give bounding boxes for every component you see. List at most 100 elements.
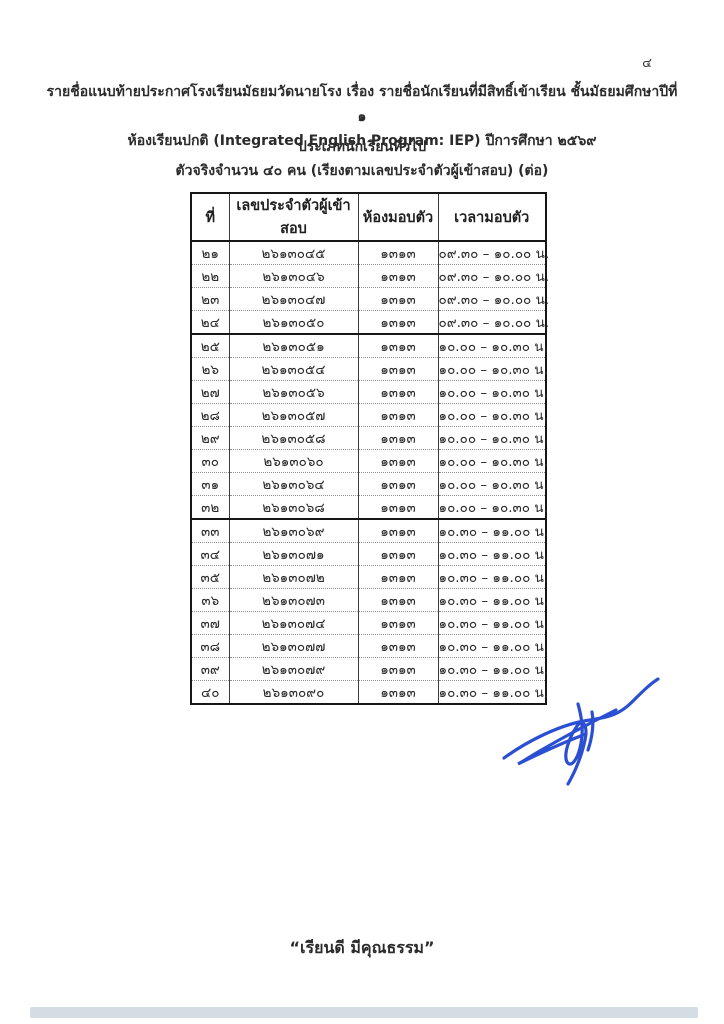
table-row: ๓๕ ๒๖๑๓๐๗๒ ๑๓๑๓ ๑๐.๓๐ – ๑๑.๐๐ น. [191,565,548,589]
table-row: ๓๓ ๒๖๑๓๐๖๙ ๑๓๑๓ ๑๐.๓๐ – ๑๑.๐๐ น. [191,518,548,543]
time-cell: ๑๐.๓๐ – ๑๑.๐๐ น. [437,542,548,566]
candidate-id-cell: ๒๖๑๓๐๕๗ [228,403,358,427]
table-row: ๒๑ ๒๖๑๓๐๔๕ ๑๓๑๓ ๐๙.๓๐ – ๑๐.๐๐ น. [191,241,549,265]
table-row: ๔๐ ๒๖๑๓๐๙๐ ๑๓๑๓ ๑๐.๓๐ – ๑๑.๐๐ น. [191,680,548,704]
time-cell: ๐๙.๓๐ – ๑๐.๐๐ น. [437,264,549,288]
room-cell: ๑๓๑๓ [357,403,438,427]
header-candidate-id: เลขประจำตัวผู้เข้าสอบ [228,193,358,242]
row-number-cell: ๓๒ [191,495,229,519]
table-row: ๓๔ ๒๖๑๓๐๗๑ ๑๓๑๓ ๑๐.๓๐ – ๑๑.๐๐ น. [191,542,548,566]
candidate-id-cell: ๒๖๑๓๐๔๗ [228,287,358,311]
table-row: ๓๘ ๒๖๑๓๐๗๗ ๑๓๑๓ ๑๐.๓๐ – ๑๑.๐๐ น. [191,634,548,658]
row-number-cell: ๒๗ [191,380,229,404]
candidate-id-cell: ๒๖๑๓๐๕๔ [228,357,358,381]
header-row-number: ที่ [191,193,229,242]
room-cell: ๑๓๑๓ [357,611,438,635]
candidate-id-cell: ๒๖๑๓๐๕๘ [228,426,358,450]
report-table-head: ที่ เลขประจำตัวผู้เข้าสอบ ห้องมอบตัว เวล… [191,193,546,242]
time-cell: ๑๐.๓๐ – ๑๑.๐๐ น. [437,657,548,681]
time-cell: ๑๐.๓๐ – ๑๑.๐๐ น. [437,588,548,612]
row-number-cell: ๓๖ [191,588,229,612]
candidate-id-cell: ๒๖๑๓๐๖๙ [228,518,358,543]
header-report-room: ห้องมอบตัว [357,193,438,242]
table-row: ๓๖ ๒๖๑๓๐๗๓ ๑๓๑๓ ๑๐.๓๐ – ๑๑.๐๐ น. [191,588,548,612]
row-number-cell: ๓๗ [191,611,229,635]
row-number-cell: ๒๑ [201,246,219,262]
school-motto: “เรียนดี มีคุณธรรม” [289,938,435,957]
table-row: ๓๙ ๒๖๑๓๐๗๙ ๑๓๑๓ ๑๐.๓๐ – ๑๑.๐๐ น. [191,657,548,681]
time-cell: ๑๐.๓๐ – ๑๑.๐๐ น. [437,565,548,589]
candidate-id-cell: ๒๖๑๓๐๙๐ [228,680,358,704]
row-number-cell: ๒๓ [191,287,229,311]
time-cell: ๑๐.๓๐ – ๑๑.๐๐ น. [437,611,548,635]
room-cell: ๑๓๑๓ [357,357,438,381]
time-cell: ๑๐.๐๐ – ๑๐.๓๐ น. [437,426,548,450]
room-cell: ๑๓๑๓ [357,495,438,519]
room-cell: ๑๓๑๓ [357,634,438,658]
row-number-cell: ๓๐ [191,449,229,473]
room-cell: ๑๓๑๓ [357,449,438,473]
candidate-id-cell: ๒๖๑๓๐๔๖ [228,264,358,288]
room-cell: ๑๓๑๓ [357,333,438,358]
time-cell: ๑๐.๐๐ – ๑๐.๓๐ น. [437,449,548,473]
title-line-2: ห้องเรียนปกติ (Integrated English Progra… [127,133,597,149]
candidate-id-cell: ๒๖๑๓๐๕๑ [228,333,358,358]
room-cell: ๑๓๑๓ [357,565,438,589]
document-title-block: รายชื่อแนบท้ายประกาศโรงเรียนมัธยมวัดนายโ… [40,80,684,154]
room-cell: ๑๓๑๓ [357,588,438,612]
time-cell: ๑๐.๐๐ – ๑๐.๓๐ น. [437,357,548,381]
report-table: ที่ เลขประจำตัวผู้เข้าสอบ ห้องมอบตัว เวล… [190,192,549,705]
candidate-id-cell: ๒๖๑๓๐๔๕ [228,241,358,265]
room-cell: ๑๓๑๓ [357,657,438,681]
row-number-cell: ๓๑ [191,472,229,496]
room-cell: ๑๓๑๓ [357,310,438,334]
student-category-line: ประเภทนักเรียนทั่วไป [297,139,427,155]
table-row: ๒๒ ๒๖๑๓๐๔๖ ๑๓๑๓ ๐๙.๓๐ – ๑๐.๐๐ น. [191,264,549,288]
row-number-cell: ๓๙ [191,657,229,681]
candidate-id-cell: ๒๖๑๓๐๕๖ [228,380,358,404]
header-report-time: เวลามอบตัว [437,193,546,242]
row-number-cell: ๓๔ [191,542,229,566]
row-number-cell: ๒๘ [191,403,229,427]
time-cell: ๑๐.๓๐ – ๑๑.๐๐ น. [437,634,548,658]
candidate-id-cell: ๒๖๑๓๐๗๔ [228,611,358,635]
candidate-id-cell: ๒๖๑๓๐๗๒ [228,565,358,589]
room-cell: ๑๓๑๓ [357,518,438,543]
time-cell: ๑๐.๓๐ – ๑๑.๐๐ น. [437,518,548,543]
time-cell: ๑๐.๓๐ – ๑๑.๐๐ น. [437,680,548,704]
table-row: ๓๐ ๒๖๑๓๐๖๐ ๑๓๑๓ ๑๐.๐๐ – ๑๐.๓๐ น. [191,449,548,473]
page-number: ๔ [642,56,652,71]
room-cell: ๑๓๑๓ [357,680,438,704]
row-number-cell: ๒๔ [191,310,229,334]
title-line-1: รายชื่อแนบท้ายประกาศโรงเรียนมัธยมวัดนายโ… [46,84,678,125]
candidate-id-cell: ๒๖๑๓๐๗๙ [228,657,358,681]
time-cell: ๐๙.๓๐ – ๑๐.๐๐ น. [437,310,549,334]
room-cell: ๑๓๑๓ [357,472,438,496]
candidate-id-cell: ๒๖๑๓๐๗๑ [228,542,358,566]
table-row: ๒๓ ๒๖๑๓๐๔๗ ๑๓๑๓ ๐๙.๓๐ – ๑๐.๐๐ น. [191,287,549,311]
room-cell: ๑๓๑๓ [357,542,438,566]
table-row: ๒๗ ๒๖๑๓๐๕๖ ๑๓๑๓ ๑๐.๐๐ – ๑๐.๓๐ น. [191,380,548,404]
time-cell: ๐๙.๓๐ – ๑๐.๐๐ น. [437,241,549,265]
room-cell: ๑๓๑๓ [357,287,438,311]
table-row: ๒๙ ๒๖๑๓๐๕๘ ๑๓๑๓ ๑๐.๐๐ – ๑๐.๓๐ น. [191,426,548,450]
row-number-cell: ๓๓ [191,518,229,543]
report-table-body: ๒๑ ๒๖๑๓๐๔๕ ๑๓๑๓ ๐๙.๓๐ – ๑๐.๐๐ น. ๒๒ ๒๖๑๓๐๔๖ ๑๓… [191,241,549,704]
candidate-id-cell: ๒๖๑๓๐๖๔ [228,472,358,496]
row-number-cell: ๔๐ [191,680,229,704]
table-row: ๓๒ ๒๖๑๓๐๖๘ ๑๓๑๓ ๑๐.๐๐ – ๑๐.๓๐ น. [191,495,548,519]
table-row: ๒๕ ๒๖๑๓๐๕๑ ๑๓๑๓ ๑๐.๐๐ – ๑๐.๓๐ น. [191,333,548,358]
candidate-id-cell: ๒๖๑๓๐๗๗ [228,634,358,658]
row-number-cell: ๓๕ [191,565,229,589]
time-cell: ๑๐.๐๐ – ๑๐.๓๐ น. [437,472,548,496]
room-cell: ๑๓๑๓ [357,241,438,265]
candidate-id-cell: ๒๖๑๓๐๖๐ [228,449,358,473]
row-number-cell: ๒๖ [191,357,229,381]
time-cell: ๐๙.๓๐ – ๑๐.๐๐ น. [437,287,549,311]
candidate-id-cell: ๒๖๑๓๐๖๘ [228,495,358,519]
report-table-container: ที่ เลขประจำตัวผู้เข้าสอบ ห้องมอบตัว เวล… [190,192,549,705]
row-number-cell: ๓๘ [191,634,229,658]
row-number-cell: ๒๙ [191,426,229,450]
table-row: ๓๑ ๒๖๑๓๐๖๔ ๑๓๑๓ ๑๐.๐๐ – ๑๐.๓๐ น. [191,472,548,496]
